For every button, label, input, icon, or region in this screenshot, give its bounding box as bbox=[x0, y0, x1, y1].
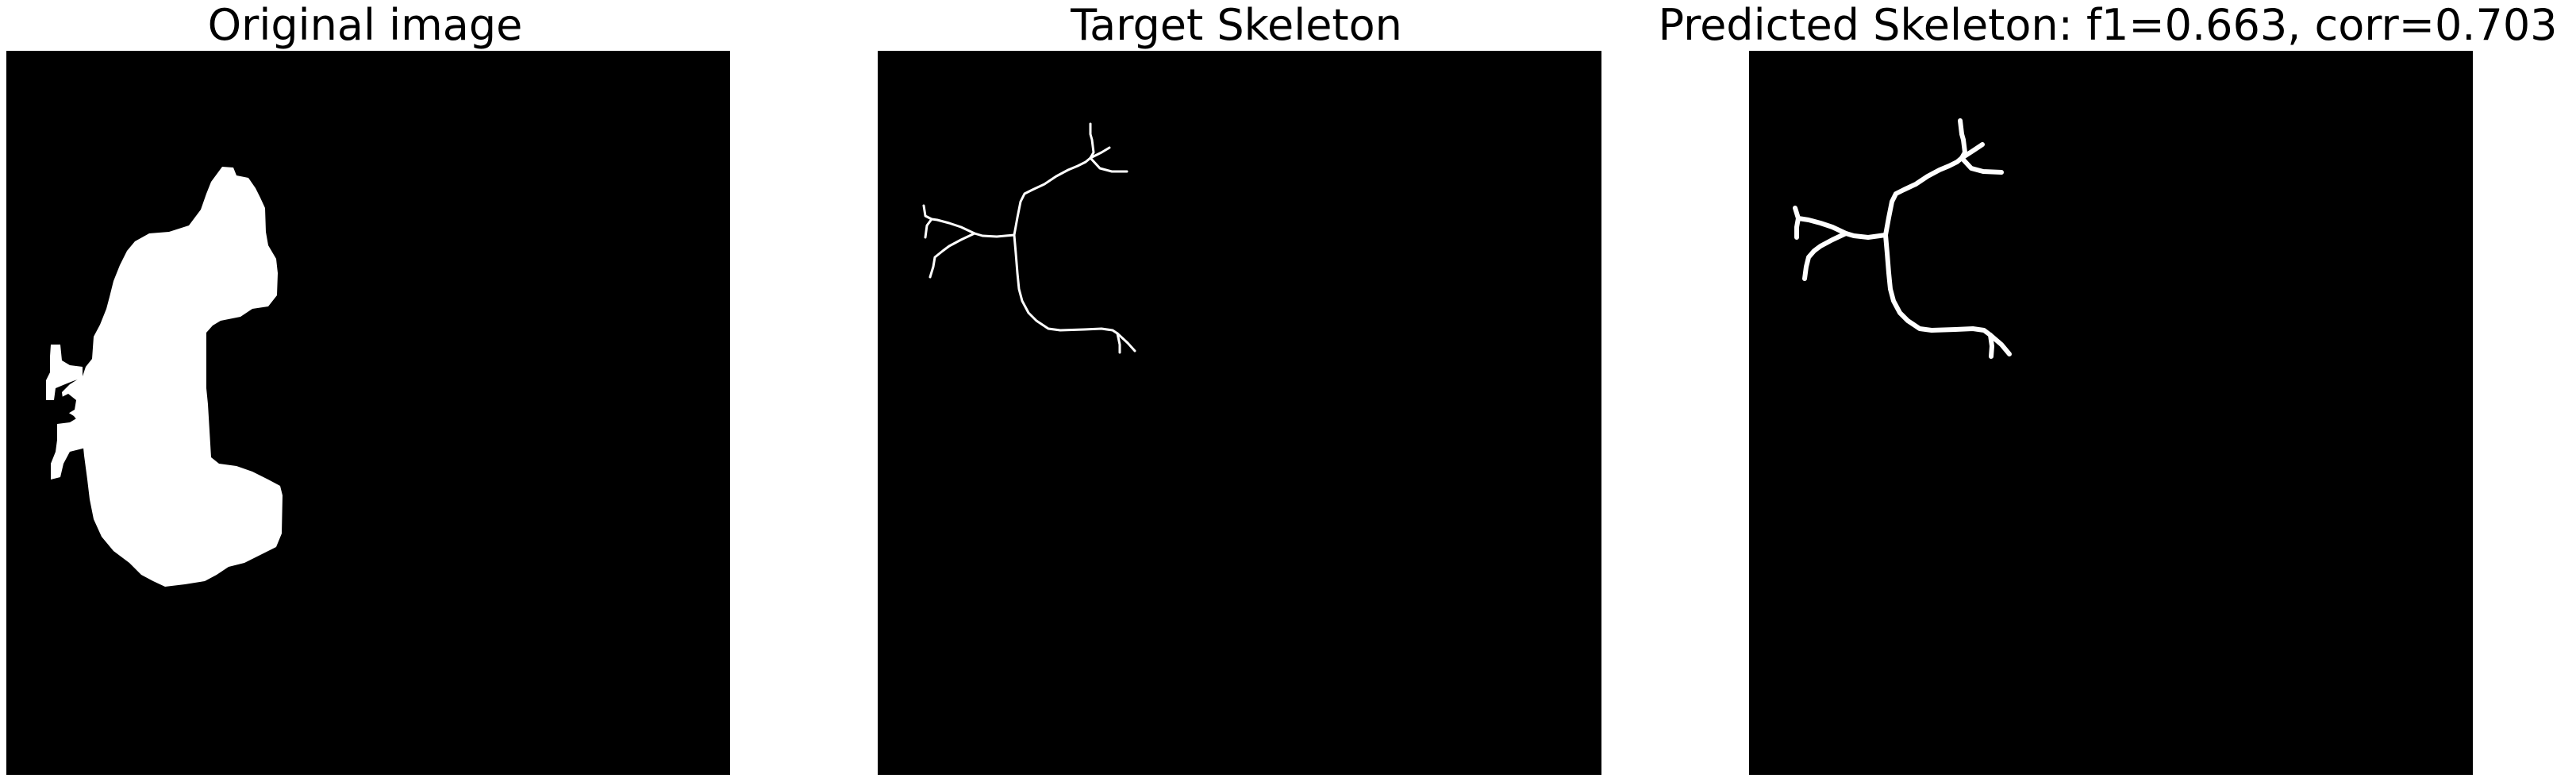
hole bbox=[59, 394, 76, 414]
target-skeleton-image bbox=[878, 51, 1601, 775]
panel-predicted-skeleton: Predicted Skeleton: f1=0.663, corr=0.703 bbox=[1658, 0, 2558, 782]
binary-shape-mask bbox=[6, 51, 730, 775]
panel-target-skeleton: Target Skeleton bbox=[871, 0, 1601, 782]
skeleton-lines bbox=[922, 122, 1136, 354]
original-image bbox=[6, 51, 730, 775]
panel-title: Original image bbox=[207, 0, 523, 50]
skeleton-lines bbox=[1793, 118, 2012, 359]
left-protrusion bbox=[46, 345, 83, 400]
predicted-skeleton bbox=[1749, 51, 2473, 775]
panel-title: Target Skeleton bbox=[1071, 0, 1402, 50]
predicted-skeleton-image bbox=[1749, 51, 2473, 775]
panel-original-image: Original image bbox=[0, 0, 730, 782]
panel-title: Predicted Skeleton: f1=0.663, corr=0.703 bbox=[1658, 0, 2558, 50]
white-blob-shape bbox=[62, 167, 283, 587]
left-protrusion-lower bbox=[51, 418, 86, 480]
bottom-notch bbox=[244, 559, 259, 583]
target-skeleton bbox=[878, 51, 1601, 775]
